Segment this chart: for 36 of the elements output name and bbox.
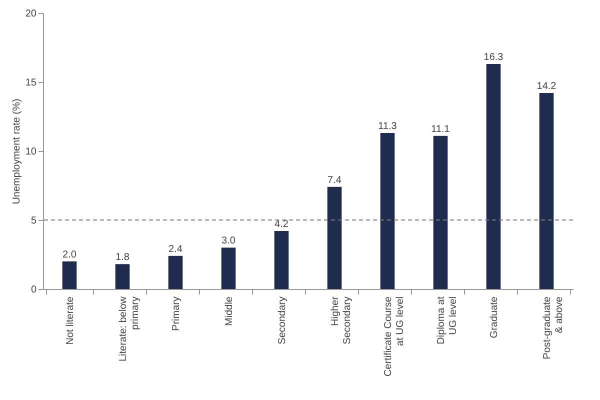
y-tick-label: 0 <box>30 284 37 296</box>
y-tick-label: 5 <box>30 216 37 226</box>
bar <box>486 64 501 289</box>
x-tick-label: Diploma at UG level <box>436 296 459 344</box>
data-label: 2.4 <box>168 244 183 255</box>
x-tick-label: Higher Secondary <box>330 296 353 344</box>
bar <box>221 248 236 289</box>
bar <box>168 256 183 289</box>
bar <box>380 133 395 289</box>
bar <box>327 186 342 289</box>
x-tick-label: Secondary <box>277 296 288 344</box>
bar <box>62 261 77 289</box>
y-axis-title: Unemployment rate (%) <box>11 98 22 204</box>
bar <box>433 136 448 289</box>
data-label: 11.3 <box>378 121 398 132</box>
data-label: 16.3 <box>484 52 504 64</box>
x-tick-label: Certificate Course at UG level <box>383 296 406 377</box>
data-label: 2.0 <box>62 249 77 260</box>
data-label: 11.1 <box>431 124 450 135</box>
data-label: 4.2 <box>274 219 289 230</box>
x-tick-label: Graduate <box>489 296 500 338</box>
y-tick-label: 15 <box>25 78 37 88</box>
bar <box>274 231 289 289</box>
data-label: 14.2 <box>536 81 557 92</box>
y-tick-label: 20 <box>25 8 37 20</box>
x-tick-label: Primary <box>171 296 182 331</box>
data-label: 7.4 <box>328 174 342 186</box>
x-tick-label: Post-graduate & above <box>542 296 565 360</box>
bar <box>539 93 554 289</box>
data-label: 1.8 <box>116 252 130 264</box>
data-label: 3.0 <box>222 236 236 247</box>
bar <box>115 264 130 289</box>
x-tick-label: Literate: below primary <box>118 296 141 362</box>
x-tick-label: Middle <box>224 296 235 326</box>
y-tick-label: 10 <box>25 146 37 158</box>
x-tick-label: Not literate <box>65 296 76 345</box>
